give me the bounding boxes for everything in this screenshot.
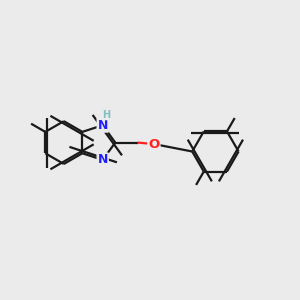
Text: N: N [98, 153, 108, 167]
Text: H: H [102, 110, 110, 119]
Text: O: O [148, 138, 160, 151]
Text: N: N [98, 119, 108, 132]
